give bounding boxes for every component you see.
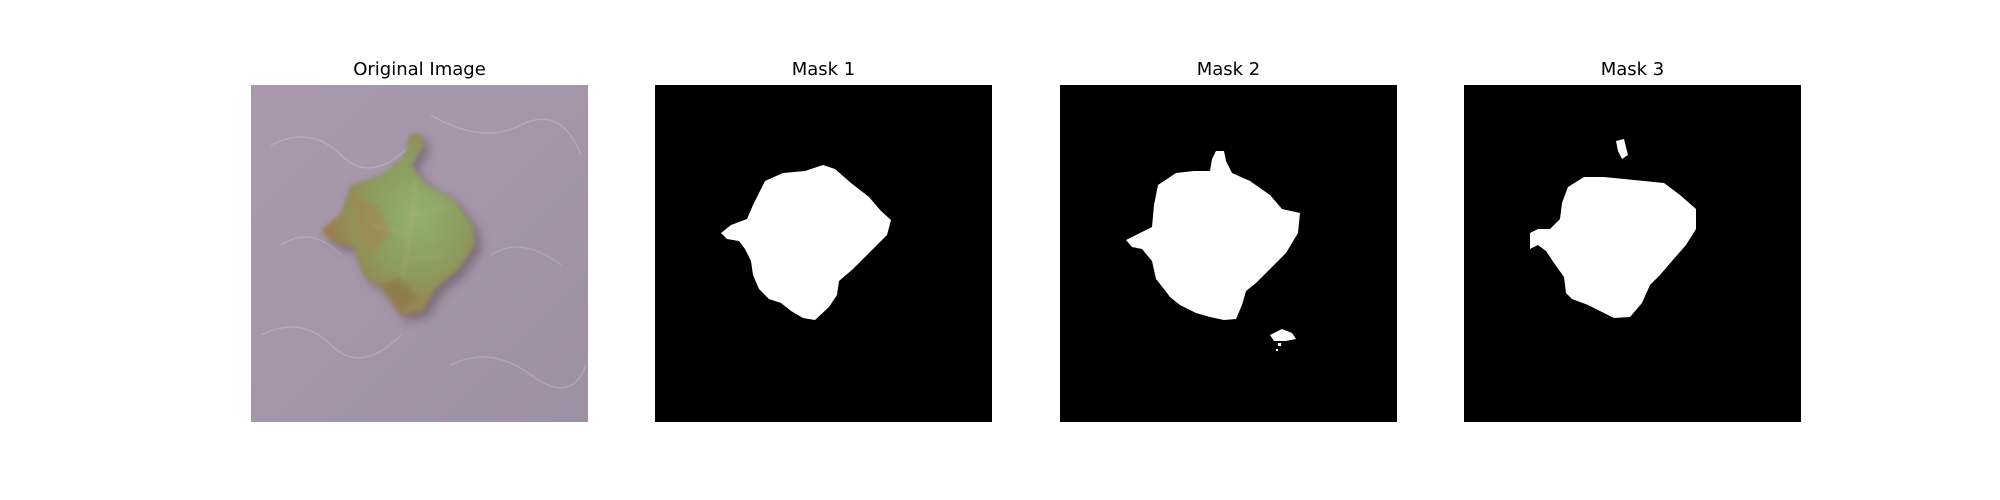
panel-mask-3: Mask 3 <box>1464 58 1801 423</box>
panel-original-image: Original Image <box>251 58 588 423</box>
original-leaf-photo <box>251 85 588 422</box>
leaf-vein <box>405 254 447 261</box>
leaf <box>321 133 475 315</box>
panel-mask-2: Mask 2 <box>1060 58 1397 423</box>
mask-region <box>1126 151 1300 320</box>
mask-1-image <box>655 85 992 422</box>
leaf-vein <box>370 224 410 236</box>
leaf-vein <box>410 204 452 216</box>
background-texture <box>260 114 587 389</box>
mask-speck <box>1276 349 1278 351</box>
panel-title: Original Image <box>353 59 486 80</box>
leaf-brown-patch <box>381 277 417 311</box>
panel-title: Mask 2 <box>1196 59 1261 80</box>
panel-title: Mask 1 <box>791 59 856 80</box>
mask-2-image <box>1060 85 1397 422</box>
panel-title: Mask 3 <box>1600 59 1665 80</box>
mask-speck <box>1278 343 1281 346</box>
mask-speck <box>1616 139 1628 159</box>
panel-mask-1: Mask 1 <box>655 58 992 423</box>
mask-speck <box>1270 329 1296 341</box>
mask-region <box>721 165 891 320</box>
leaf-vein <box>400 179 417 286</box>
mask-region <box>1530 177 1696 318</box>
mask-3-image <box>1464 85 1801 422</box>
